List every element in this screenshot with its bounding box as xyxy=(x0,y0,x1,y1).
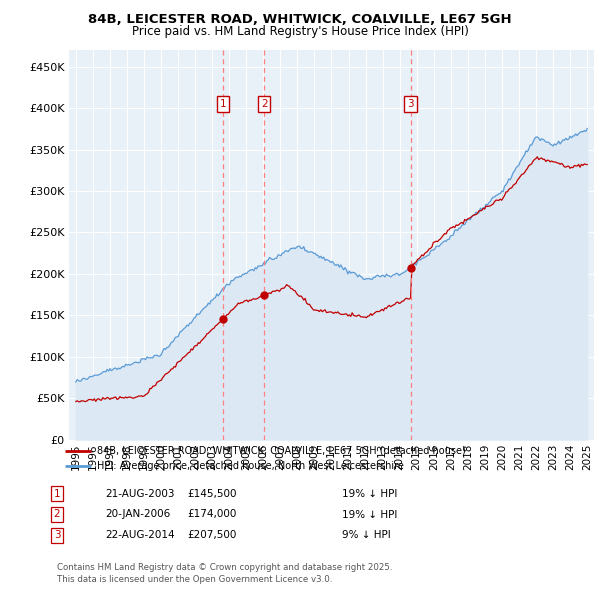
Text: 9% ↓ HPI: 9% ↓ HPI xyxy=(342,530,391,540)
Text: HPI: Average price, detached house, North West Leicestershire: HPI: Average price, detached house, Nort… xyxy=(97,461,403,471)
Text: 21-AUG-2003: 21-AUG-2003 xyxy=(105,489,175,499)
Text: This data is licensed under the Open Government Licence v3.0.: This data is licensed under the Open Gov… xyxy=(57,575,332,584)
Text: £207,500: £207,500 xyxy=(188,530,237,540)
Text: 2: 2 xyxy=(261,99,268,109)
Text: £174,000: £174,000 xyxy=(188,510,237,519)
Text: £145,500: £145,500 xyxy=(187,489,237,499)
Text: 2: 2 xyxy=(53,510,61,519)
Text: 19% ↓ HPI: 19% ↓ HPI xyxy=(342,510,397,519)
Text: 19% ↓ HPI: 19% ↓ HPI xyxy=(342,489,397,499)
Text: 84B, LEICESTER ROAD, WHITWICK, COALVILLE, LE67 5GH: 84B, LEICESTER ROAD, WHITWICK, COALVILLE… xyxy=(88,13,512,26)
Text: 84B, LEICESTER ROAD, WHITWICK, COALVILLE, LE67 5GH (detached house): 84B, LEICESTER ROAD, WHITWICK, COALVILLE… xyxy=(97,446,466,456)
Text: 1: 1 xyxy=(220,99,226,109)
Text: 3: 3 xyxy=(407,99,414,109)
Text: 1: 1 xyxy=(53,489,61,499)
Text: 3: 3 xyxy=(53,530,61,540)
Text: 22-AUG-2014: 22-AUG-2014 xyxy=(105,530,175,540)
Text: Price paid vs. HM Land Registry's House Price Index (HPI): Price paid vs. HM Land Registry's House … xyxy=(131,25,469,38)
Text: Contains HM Land Registry data © Crown copyright and database right 2025.: Contains HM Land Registry data © Crown c… xyxy=(57,563,392,572)
Text: 20-JAN-2006: 20-JAN-2006 xyxy=(105,510,170,519)
